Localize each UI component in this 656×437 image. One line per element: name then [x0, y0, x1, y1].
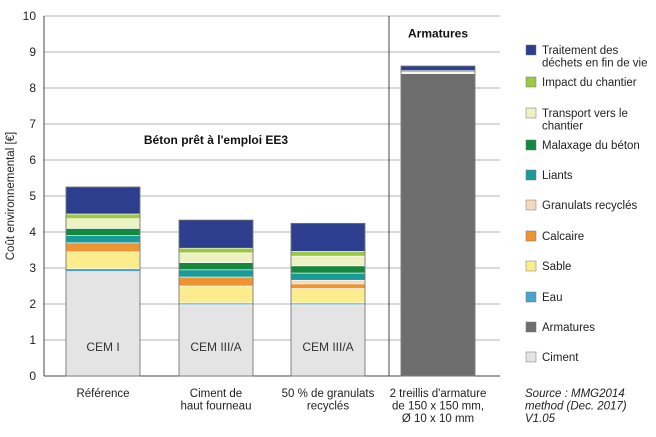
bar-segment-ciment: [65, 271, 141, 377]
legend-label: Transport vers le: [542, 108, 628, 120]
x-category-label: 2 treillis d'armature: [390, 388, 487, 400]
y-tick-label: 2: [29, 297, 36, 311]
legend-label: Calcaire: [542, 231, 584, 243]
bar-segment-liants: [65, 235, 141, 244]
x-category-label: Ø 10 x 10 mm: [402, 413, 474, 425]
source-note: Source : MMG2014: [525, 388, 625, 400]
y-tick-label: 3: [29, 261, 36, 275]
y-tick-label: 0: [29, 369, 36, 383]
bar-outline: [65, 186, 141, 377]
bar-segment-armatures: [400, 73, 476, 377]
bar-outline: [178, 219, 254, 377]
x-category-label: Référence: [76, 388, 129, 400]
legend-label: Armatures: [542, 322, 595, 334]
bar-segment-eau: [65, 268, 141, 272]
bar-inner-label: CEM I: [86, 340, 119, 354]
legend-swatch: [525, 107, 537, 119]
bar-segment-calcaire: [65, 242, 141, 253]
bar-inner-label: CEM III/A: [190, 340, 241, 354]
y-axis-label: Coût environnemental [€]: [5, 132, 17, 261]
legend-label: Impact du chantier: [542, 77, 637, 89]
bar-segment-traitement-des-d-chets-en-fin-de-vie: [65, 186, 141, 215]
legend-label: Liants: [542, 170, 573, 182]
bar-segment-traitement-des-d-chets-en-fin-de-vie: [178, 219, 254, 249]
bar-segment-liants: [290, 272, 366, 281]
bar-segment-calcaire: [178, 276, 254, 287]
legend-swatch: [525, 260, 537, 272]
x-category-label: 50 % de granulats: [282, 388, 375, 400]
legend-label: chantier: [542, 121, 583, 133]
y-tick-label: 8: [29, 81, 36, 95]
y-tick-label: 4: [29, 225, 36, 239]
legend-swatch: [525, 291, 537, 303]
bar-inner-label: CEM III/A: [302, 340, 353, 354]
legend-label: Ciment: [542, 352, 579, 364]
bar-outline: [400, 65, 476, 377]
y-tick-label: 6: [29, 153, 36, 167]
x-category-label: recyclés: [307, 401, 349, 413]
bar-segment-traitement-des-d-chets-en-fin-de-vie: [290, 223, 366, 252]
x-category-label: Ciment de: [190, 388, 242, 400]
legend-label: Sable: [542, 261, 571, 273]
bar-segment-sable: [178, 285, 254, 304]
y-tick-label: 1: [29, 333, 36, 347]
annotation-rebar-group: Armatures: [408, 27, 468, 41]
bar-segment-calcaire: [290, 283, 366, 289]
legend-label: Eau: [542, 292, 562, 304]
bar-segment-liants: [178, 269, 254, 278]
bar-segment-transport-vers-le-chantier: [178, 252, 254, 263]
bar-segment-impact-du-chantier: [178, 247, 254, 254]
bar-segment-transport-vers-le-chantier: [65, 218, 141, 229]
bar-segment-traitement-des-d-chets-en-fin-de-vie: [400, 65, 476, 72]
bar-segment-granulats-recycl-s: [290, 279, 366, 285]
annotation-concrete-group: Béton prêt à l'emploi EE3: [144, 133, 289, 147]
x-category-label: de 150 x 150 mm,: [392, 401, 484, 413]
legend-swatch: [525, 169, 537, 181]
bar-outline: [290, 222, 366, 377]
y-tick-label: 9: [29, 45, 36, 59]
legend-swatch: [525, 230, 537, 242]
legend-label: Granulats recyclés: [542, 200, 637, 212]
source-note: V1.05: [525, 413, 556, 425]
source-note: method (Dec. 2017): [525, 401, 627, 413]
legend-swatch: [525, 139, 537, 151]
bar-segment-ciment: [290, 304, 366, 377]
bar-segment-sable: [65, 251, 141, 270]
legend-swatch: [525, 76, 537, 88]
legend-swatch: [525, 351, 537, 363]
x-category-label: haut fourneau: [181, 401, 252, 413]
legend-label: Malaxage du béton: [542, 140, 640, 152]
legend-label: déchets en fin de vie: [542, 58, 648, 70]
bar-segment-sable: [290, 288, 366, 304]
bar-segment-transport-vers-le-chantier: [290, 255, 366, 267]
legend-swatch: [525, 199, 537, 211]
y-tick-label: 10: [23, 9, 37, 23]
y-tick-label: 7: [29, 117, 36, 131]
bar-segment-malaxage-du-b-ton: [290, 265, 366, 274]
bar-segment-malaxage-du-b-ton: [65, 228, 141, 236]
y-tick-label: 5: [29, 189, 36, 203]
bar-segment-impact-du-chantier: [65, 213, 141, 219]
bar-segment-malaxage-du-b-ton: [178, 262, 254, 271]
legend-swatch: [525, 321, 537, 333]
legend-label: Traitement des: [542, 45, 619, 57]
bar-segment-impact-du-chantier: [290, 251, 366, 257]
legend-swatch: [525, 44, 537, 56]
